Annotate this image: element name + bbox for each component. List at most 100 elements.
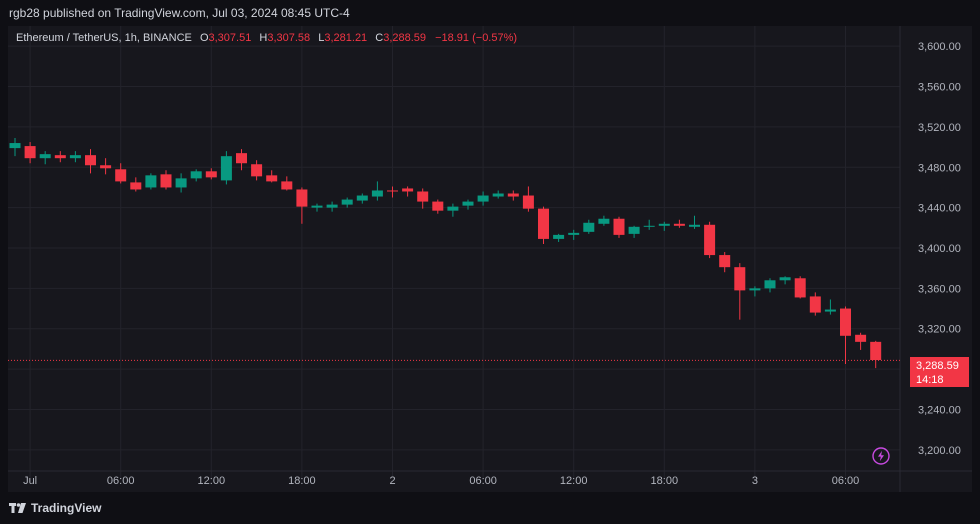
candle-body <box>855 334 867 342</box>
candle-body <box>175 178 187 188</box>
candle <box>734 263 746 320</box>
candle <box>85 149 96 174</box>
candle <box>447 203 459 217</box>
candle <box>613 216 625 238</box>
tradingview-logo-icon <box>9 503 26 513</box>
candle <box>643 219 655 230</box>
y-tick-label: 3,360.00 <box>918 283 961 295</box>
y-tick-label: 3,560.00 <box>918 82 961 94</box>
current-price-label: 3,288.59 <box>916 360 959 372</box>
candle <box>809 292 821 316</box>
candle <box>553 233 565 242</box>
candle-layer <box>9 138 882 369</box>
candle-body <box>673 223 685 226</box>
candle-body <box>356 195 368 201</box>
candle <box>598 215 610 226</box>
x-tick-label: 3 <box>752 475 758 487</box>
candle <box>719 252 731 273</box>
candle <box>779 276 791 285</box>
ohlc-legend: Ethereum / TetherUS, 1h, BINANCE O 3,307.… <box>16 32 517 44</box>
candle <box>432 199 444 214</box>
candle <box>522 186 534 212</box>
candle-body <box>115 169 127 182</box>
candle <box>538 206 549 244</box>
candle <box>870 340 882 369</box>
candle-body <box>266 175 278 182</box>
candle <box>689 215 700 229</box>
candle-body <box>296 189 308 207</box>
x-tick-label: 06:00 <box>832 475 860 487</box>
candle <box>54 151 66 163</box>
candle-body <box>281 181 293 190</box>
candle-body <box>190 171 202 179</box>
candle-body <box>492 193 504 197</box>
y-tick-label: 3,320.00 <box>918 324 961 336</box>
candle <box>205 168 217 180</box>
candle <box>236 149 247 171</box>
candle-body <box>69 155 81 159</box>
candlestick-chart[interactable]: 3,600.00 3,560.00 3,520.00 3,480.00 3,440.00… <box>8 26 972 492</box>
candle <box>840 306 851 365</box>
candle <box>160 170 172 190</box>
high-value: 3,307.58 <box>267 32 311 44</box>
tradingview-brand[interactable]: TradingView <box>9 501 101 515</box>
candle-body <box>704 224 716 256</box>
candle <box>371 181 383 201</box>
candle-body <box>809 296 821 313</box>
candle <box>492 190 504 199</box>
candle <box>341 197 353 208</box>
symbol-label: Ethereum / TetherUS, 1h, BINANCE <box>16 32 192 44</box>
candle-body <box>205 171 217 178</box>
candle-body <box>85 155 96 166</box>
chart-area[interactable]: 3,600.00 3,560.00 3,520.00 3,480.00 3,440.00… <box>8 26 972 492</box>
current-price-tag: 3,288.59 14:18 <box>910 357 969 387</box>
open-key: O <box>199 32 209 44</box>
candle <box>402 186 414 197</box>
candle-body <box>734 267 746 291</box>
candle <box>507 190 519 201</box>
low-key: L <box>318 32 325 44</box>
candle-body <box>387 190 398 192</box>
candle <box>583 219 595 234</box>
candle <box>9 138 21 157</box>
candle-body <box>251 164 263 177</box>
candle-body <box>794 278 806 298</box>
y-tick-label: 3,480.00 <box>918 162 961 174</box>
brand-label: TradingView <box>31 501 102 515</box>
candle <box>462 199 474 210</box>
candle <box>628 225 640 238</box>
x-tick-label: Jul <box>23 475 37 487</box>
candle-body <box>749 288 761 291</box>
candle-body <box>477 195 489 202</box>
candle-body <box>568 232 580 235</box>
candle <box>764 278 776 293</box>
candle <box>220 151 232 185</box>
candle <box>251 160 263 181</box>
candle <box>296 187 308 224</box>
candle <box>145 173 157 190</box>
candle-body <box>689 224 700 227</box>
candle <box>115 163 127 184</box>
candle <box>704 221 716 259</box>
x-tick-label: 2 <box>389 475 395 487</box>
candle-body <box>779 277 791 281</box>
candle-body <box>9 143 21 149</box>
candle <box>387 186 398 198</box>
candle-body <box>658 223 670 226</box>
candle <box>326 201 338 212</box>
candle-body <box>160 174 172 188</box>
candle-body <box>39 154 51 159</box>
candle-body <box>432 201 444 211</box>
bar-countdown-label: 14:18 <box>916 374 944 386</box>
grid-layer <box>8 26 972 492</box>
y-tick-label: 3,600.00 <box>918 41 961 53</box>
candle-body <box>341 199 353 205</box>
lightning-icon[interactable] <box>872 447 890 465</box>
candle <box>658 221 670 231</box>
x-tick-label: 18:00 <box>651 475 679 487</box>
change-value: −18.91 (−0.57%) <box>435 32 518 44</box>
candle <box>281 176 293 191</box>
y-tick-label: 3,520.00 <box>918 122 961 134</box>
candle <box>794 276 806 299</box>
candle <box>175 173 187 193</box>
